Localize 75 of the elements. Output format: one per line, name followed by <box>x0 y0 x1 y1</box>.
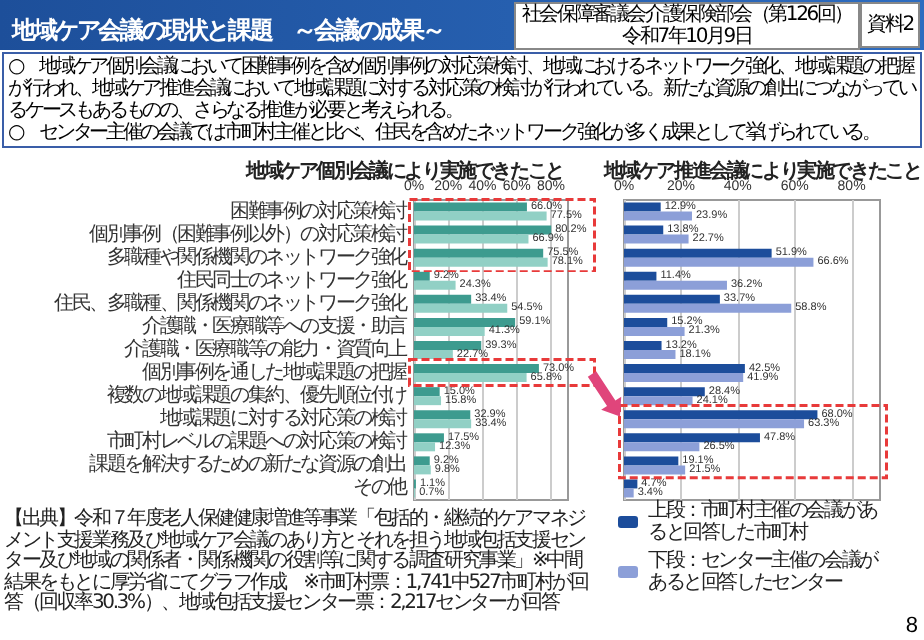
bar <box>414 326 485 336</box>
text: 社会保障審議会介護保険部会（第126回） <box>521 4 852 26</box>
bar <box>624 248 772 258</box>
bar <box>624 225 664 235</box>
bar <box>624 465 686 475</box>
bar <box>414 303 508 313</box>
y-tick-label: 介護職・医療職等の能力・資質向上 <box>124 337 409 361</box>
bar <box>414 280 456 290</box>
y-tick-label: 地域課題に対する対応策の検討 <box>157 406 409 431</box>
bar <box>624 211 692 221</box>
bar <box>624 202 661 212</box>
text: ○ センター主催の会議では市町村主催と比べ、住民を含めたネットワーク強化が多く成果として挙げられている。 <box>8 122 882 144</box>
bar <box>624 410 818 420</box>
legend-label: 上段：市町村主催の会議があると回答した市町村 <box>648 498 880 544</box>
chart-title: 地域ケア推進会議により実施できたこと <box>601 159 921 183</box>
bar <box>414 465 431 475</box>
bar <box>414 387 440 397</box>
bar <box>624 350 676 359</box>
y-tick-label: 介護職・医療職等への支援・助言 <box>141 313 409 338</box>
bar <box>624 373 744 383</box>
y-tick-label: 住民同士のネットワーク強化 <box>177 267 409 292</box>
bar <box>414 317 516 327</box>
text: ○ 地域ケア個別会議において困難事例を含め個別事例の対応策検討、地域におけるネットワーク強化、地域課題の把握が行われ、地域ケア推進会議において地域課題に対する対応策の検討が行われている。新たな資源の創出につながっているケースもあるものの、さらなる推進が必要と考えられる。 <box>8 56 916 122</box>
bar <box>414 442 436 452</box>
bar <box>624 294 720 304</box>
bar <box>414 456 430 466</box>
bar <box>414 373 527 383</box>
bar <box>624 280 727 290</box>
bar <box>414 341 482 350</box>
text: 8 <box>905 614 918 638</box>
bar <box>624 326 685 336</box>
bar <box>414 410 471 420</box>
bar <box>624 341 662 350</box>
y-tick-label: 多職種や関係機関のネットワーク強化 <box>106 244 409 269</box>
bar <box>624 456 679 466</box>
bar <box>624 442 700 452</box>
y-tick-label: 複数の地域課題の集約、優先順位付け <box>106 383 409 408</box>
bar <box>624 433 760 443</box>
bar <box>624 419 805 429</box>
bar <box>414 350 453 359</box>
y-tick-label: 市町村レベルの課題への対応策の検討 <box>106 429 409 454</box>
bar <box>414 225 552 235</box>
y-tick-label: 困難事例の対応策検討 <box>229 198 409 223</box>
bar <box>624 271 657 281</box>
chart-title: 地域ケア個別会議により実施できたこと <box>244 159 564 183</box>
bar <box>414 294 472 304</box>
y-tick-label: 住民、多職種、関係機関のネットワーク強化 <box>53 290 409 315</box>
bar <box>624 396 693 406</box>
y-tick-label: 個別事例（困難事例以外）の対応策検討 <box>89 221 409 246</box>
bar <box>414 271 430 281</box>
text: 地域ケア会議の現状と課題 ～会議の成果～ <box>12 14 445 48</box>
bar <box>414 234 529 244</box>
bar <box>624 364 745 374</box>
bar <box>624 387 705 397</box>
bar <box>414 364 539 374</box>
bar <box>624 257 814 267</box>
bar <box>414 211 547 221</box>
y-tick-label: 課題を解決するための新たな資源の創出 <box>89 452 407 477</box>
y-tick-label: 個別事例を通した地域課題の把握 <box>141 360 409 385</box>
bar <box>624 303 792 313</box>
bar <box>414 248 544 258</box>
bar <box>414 419 472 429</box>
text: 令和7年10月9日 <box>620 26 754 48</box>
bar <box>624 488 634 498</box>
text: 【出典】令和７年度老人保健健康増進等事業「包括的・継続的ケアマネジメント支援業務及び地域ケア会議のあり方とそれを担う地域包括支援センター及び地域の関係者・関係機関の役割等に関する調査研究事業」※中間結果をもとに厚労省にてグラフ作成 ※市町村票：1,741中527市町村が回答（回収率30.3%）、地域包括支援センター票：2,217センターが回答 <box>4 508 590 615</box>
bar <box>414 257 548 267</box>
bar <box>414 396 442 406</box>
legend-label: 下段：センター主催の会議があると回答したセンター <box>648 548 882 594</box>
bar <box>624 317 668 327</box>
bar <box>624 479 638 489</box>
y-tick-label: その他 <box>353 475 409 500</box>
bar <box>624 234 689 244</box>
bar <box>414 202 527 212</box>
text: 資料2 <box>860 2 920 48</box>
bar <box>414 433 444 443</box>
